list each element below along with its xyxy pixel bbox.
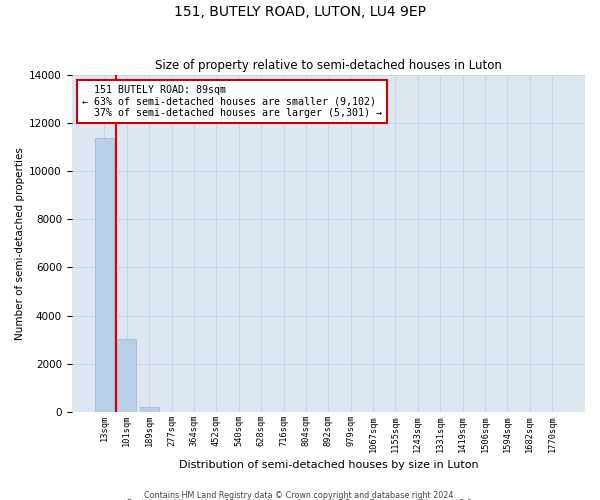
Bar: [140, 408, 159, 412]
Text: Contains public sector information licensed under the Open Government Licence v3: Contains public sector information licen…: [126, 499, 474, 500]
Text: Contains HM Land Registry data © Crown copyright and database right 2024.: Contains HM Land Registry data © Crown c…: [144, 490, 456, 500]
Title: Size of property relative to semi-detached houses in Luton: Size of property relative to semi-detach…: [155, 59, 502, 72]
Y-axis label: Number of semi-detached properties: Number of semi-detached properties: [15, 147, 25, 340]
Text: 151, BUTELY ROAD, LUTON, LU4 9EP: 151, BUTELY ROAD, LUTON, LU4 9EP: [174, 5, 426, 19]
Bar: [118, 340, 136, 412]
X-axis label: Distribution of semi-detached houses by size in Luton: Distribution of semi-detached houses by …: [179, 460, 478, 470]
Text: 151 BUTELY ROAD: 89sqm
← 63% of semi-detached houses are smaller (9,102)
  37% o: 151 BUTELY ROAD: 89sqm ← 63% of semi-det…: [82, 84, 382, 118]
Bar: [95, 138, 114, 412]
